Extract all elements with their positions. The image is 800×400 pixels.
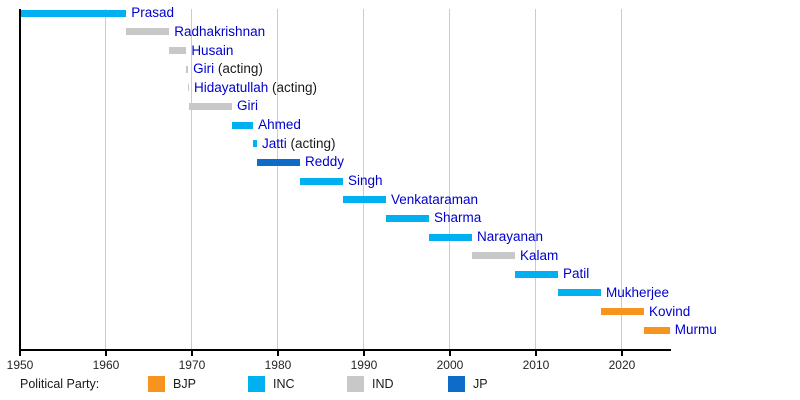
bar-label-mukherjee: Mukherjee	[606, 284, 669, 301]
gridline-2020	[621, 9, 623, 349]
legend-swatch-jp	[448, 376, 465, 392]
bar-label-murmu: Murmu	[675, 321, 717, 338]
axis-tick-label-1990: 1990	[350, 358, 378, 372]
legend-entry-bjp: BJP	[148, 375, 196, 393]
bar-label-giri-acting: Giri (acting)	[193, 60, 263, 77]
timeline-bar-hidayatullah-acting	[188, 84, 190, 92]
president-name-sharma[interactable]: Sharma	[434, 210, 482, 226]
legend-entry-inc: INC	[248, 375, 295, 393]
legend-label-jp: JP	[473, 377, 488, 391]
timeline-bar-ahmed	[231, 121, 254, 129]
bar-label-ahmed: Ahmed	[258, 116, 301, 133]
axis-tick-label-1950: 1950	[6, 358, 34, 372]
axis-tick-label-2010: 2010	[522, 358, 550, 372]
president-name-patil[interactable]: Patil	[562, 266, 590, 282]
legend-entry-jp: JP	[448, 375, 488, 393]
legend-title: Political Party:	[20, 377, 100, 391]
president-name-jatti-acting[interactable]: Jatti	[262, 135, 287, 151]
axis-tick-label-2020: 2020	[608, 358, 636, 372]
legend-swatch-bjp	[148, 376, 165, 392]
legend-label-ind: IND	[372, 377, 394, 391]
axis-tick-label-1960: 1960	[92, 358, 120, 372]
president-name-kalam[interactable]: Kalam	[520, 247, 559, 263]
timeline-bar-mukherjee	[557, 289, 601, 297]
timeline-bar-husain	[169, 47, 187, 54]
gridline-1990	[363, 9, 365, 349]
acting-suffix: (acting)	[286, 135, 336, 151]
gridline-1970	[191, 9, 193, 349]
president-name-husain[interactable]: Husain	[191, 42, 234, 58]
bar-label-venkataraman: Venkataraman	[391, 191, 478, 208]
gridline-1960	[105, 9, 107, 349]
timeline-bar-patil	[515, 270, 558, 278]
president-name-reddy[interactable]: Reddy	[305, 154, 345, 170]
bar-label-giri: Giri	[237, 97, 258, 114]
bar-label-hidayatullah-acting: Hidayatullah (acting)	[194, 79, 317, 96]
gridline-2000	[449, 9, 451, 349]
president-name-ahmed[interactable]: Ahmed	[258, 117, 301, 133]
axis-tick-label-2000: 2000	[436, 358, 464, 372]
bar-label-kovind: Kovind	[649, 303, 690, 320]
acting-suffix: (acting)	[268, 79, 318, 95]
bar-label-radhakrishnan: Radhakrishnan	[174, 23, 265, 40]
timeline-bar-giri-acting	[186, 65, 189, 73]
axis-tick-2010	[534, 351, 537, 356]
bar-label-singh: Singh	[348, 172, 383, 189]
timeline-bar-radhakrishnan	[126, 28, 170, 36]
bar-label-jatti-acting: Jatti (acting)	[262, 135, 336, 152]
timeline-bar-kovind	[600, 308, 644, 316]
bar-label-husain: Husain	[191, 42, 233, 59]
axis-tick-2000	[448, 351, 451, 356]
president-name-narayanan[interactable]: Narayanan	[477, 229, 544, 244]
axis-tick-label-1970: 1970	[178, 358, 206, 372]
president-name-murmu[interactable]: Murmu	[674, 322, 717, 338]
president-name-kovind[interactable]: Kovind	[648, 303, 691, 319]
legend-label-bjp: BJP	[173, 377, 196, 391]
acting-suffix: (acting)	[214, 61, 263, 77]
axis-tick-1980	[276, 351, 279, 356]
y-axis-line	[19, 9, 21, 351]
bar-label-reddy: Reddy	[305, 153, 344, 170]
legend-swatch-ind	[347, 376, 364, 392]
timeline-bar-jatti-acting	[253, 140, 257, 148]
timeline-bar-giri	[188, 102, 232, 110]
president-name-prasad[interactable]: Prasad	[131, 5, 175, 21]
axis-tick-2020	[620, 351, 623, 356]
president-name-venkataraman[interactable]: Venkataraman	[391, 191, 479, 207]
president-name-singh[interactable]: Singh	[348, 173, 383, 189]
legend-label-inc: INC	[273, 377, 295, 391]
president-name-mukherjee[interactable]: Mukherjee	[605, 284, 670, 300]
bar-label-prasad: Prasad	[131, 4, 174, 21]
axis-tick-1950	[19, 351, 21, 356]
president-name-giri[interactable]: Giri	[236, 98, 258, 114]
bar-label-patil: Patil	[563, 265, 589, 282]
gridline-1980	[277, 9, 279, 349]
legend-swatch-inc	[248, 376, 265, 392]
president-name-giri-acting[interactable]: Giri	[193, 61, 215, 77]
timeline-bar-prasad	[20, 9, 127, 17]
timeline-bar-sharma	[386, 214, 429, 222]
bar-label-sharma: Sharma	[434, 209, 481, 226]
axis-tick-label-1980: 1980	[264, 358, 292, 372]
bar-label-narayanan: Narayanan	[477, 228, 543, 245]
timeline-bar-narayanan	[429, 233, 472, 241]
axis-tick-1970	[190, 351, 193, 356]
gridline-2010	[535, 9, 537, 349]
timeline-bar-venkataraman	[343, 196, 386, 204]
timeline-bar-kalam	[472, 252, 515, 260]
legend-entry-ind: IND	[347, 375, 394, 393]
x-axis-line	[19, 349, 671, 351]
timeline-bar-murmu	[643, 326, 670, 334]
timeline-bar-reddy	[257, 158, 300, 166]
bar-label-kalam: Kalam	[520, 247, 558, 264]
axis-tick-1960	[104, 351, 107, 356]
timeline-bar-singh	[300, 177, 343, 185]
president-name-radhakrishnan[interactable]: Radhakrishnan	[174, 23, 266, 39]
axis-tick-1990	[362, 351, 365, 356]
president-name-hidayatullah-acting[interactable]: Hidayatullah	[193, 79, 269, 95]
